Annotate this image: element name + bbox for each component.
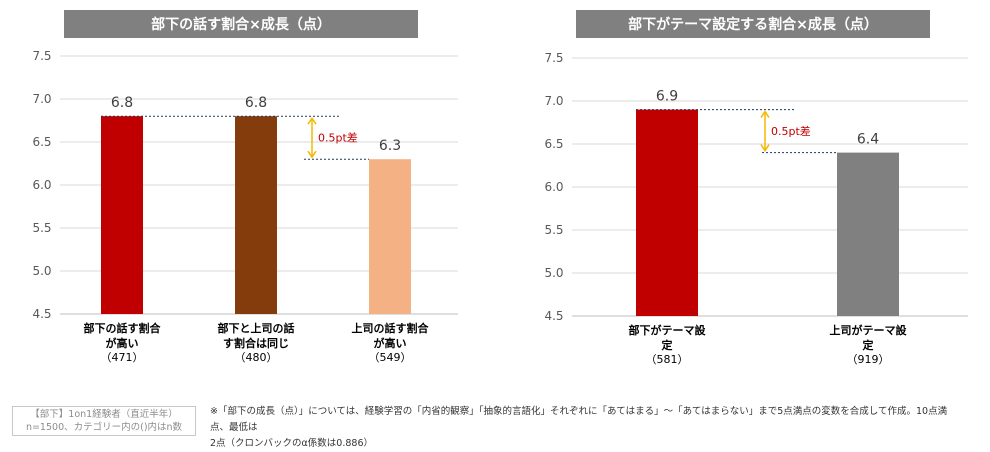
arrow-head-down-icon	[760, 144, 770, 152]
bar	[369, 159, 411, 314]
y-tick-label: 7.5	[32, 49, 51, 63]
y-tick-label: 7.0	[32, 92, 51, 106]
chart1-title-bar	[64, 10, 418, 38]
data-label: 6.9	[656, 89, 678, 105]
data-label: 6.8	[111, 95, 133, 111]
y-tick-label: 7.0	[544, 94, 563, 108]
bar	[837, 152, 899, 316]
sample-info-line1: 【部下】1on1経験者（直近半年）	[30, 409, 178, 420]
arrow-head-up-icon	[760, 110, 770, 119]
footnote: ※「部下の成長（点）」については、経験学習の「内省的観察」「抽象的言語化」それぞ…	[210, 404, 950, 452]
y-tick-label: 5.5	[32, 221, 51, 235]
difference-label: 0.5pt差	[318, 131, 358, 145]
category-n-count: （549）	[369, 351, 412, 364]
category-n-count: （919）	[847, 353, 890, 366]
chart-speaking-ratio: 部下の話す割合×成長（点） 7.5 7.0 6.5 6.0 5.5 5.0 4.5 6.8 6…	[32, 10, 458, 364]
category-label-line2: が高い	[374, 336, 407, 350]
sample-info-box: 【部下】1on1経験者（直近半年） n=1500、カテゴリー内の()内はn数	[12, 406, 196, 436]
y-tick-label: 6.5	[544, 137, 563, 151]
category-label-line2: す割合は同じ	[223, 336, 289, 350]
footnote-line1: ※「部下の成長（点）」については、経験学習の「内省的観察」「抽象的言語化」それぞ…	[210, 406, 948, 433]
data-label: 6.4	[857, 132, 879, 148]
chart2-title: 部下がテーマ設定する割合×成長（点）	[628, 16, 878, 33]
arrow-head-down-icon	[307, 150, 317, 159]
category-label-line1: 部下と上司の話	[218, 321, 295, 335]
category-label-line1: 上司の話す割合	[352, 321, 430, 335]
y-tick-label: 6.0	[544, 180, 563, 194]
chart-theme-setting: 部下がテーマ設定する割合×成長（点） 7.5 7.0 6.5 6.0 5.5 5.0 4.5…	[544, 10, 968, 366]
y-tick-label: 4.5	[32, 307, 51, 321]
sample-info-line2: n=1500、カテゴリー内の()内はn数	[25, 422, 183, 433]
bar	[235, 116, 277, 314]
y-tick-label: 4.5	[544, 309, 563, 323]
data-label: 6.8	[245, 95, 267, 111]
y-tick-label: 6.5	[32, 135, 51, 149]
arrow-head-up-icon	[307, 116, 317, 125]
y-tick-label: 5.5	[544, 223, 563, 237]
category-label-line1: 上司がテーマ設	[830, 323, 908, 337]
category-label-line2: 定	[662, 338, 673, 352]
category-label-line1: 部下がテーマ設	[629, 323, 707, 337]
category-label-line2: が高い	[106, 336, 139, 350]
data-label: 6.3	[379, 138, 401, 154]
chart2-title-bar	[576, 10, 930, 38]
category-label-line2: 定	[863, 338, 874, 352]
category-n-count: （471）	[101, 351, 144, 364]
category-n-count: （581）	[646, 353, 689, 366]
bar	[636, 109, 698, 316]
footnote-line2: 2点（クロンバックのα係数は0.886）	[210, 438, 374, 449]
y-tick-label: 6.0	[32, 178, 51, 192]
y-tick-label: 5.0	[32, 264, 51, 278]
bar	[101, 116, 143, 314]
y-tick-label: 5.0	[544, 266, 563, 280]
difference-label: 0.5pt差	[771, 124, 811, 138]
category-n-count: （480）	[235, 351, 278, 364]
category-label-line1: 部下の話す割合	[84, 321, 162, 335]
chart1-title: 部下の話す割合×成長（点）	[151, 16, 331, 33]
y-tick-label: 7.5	[544, 51, 563, 65]
